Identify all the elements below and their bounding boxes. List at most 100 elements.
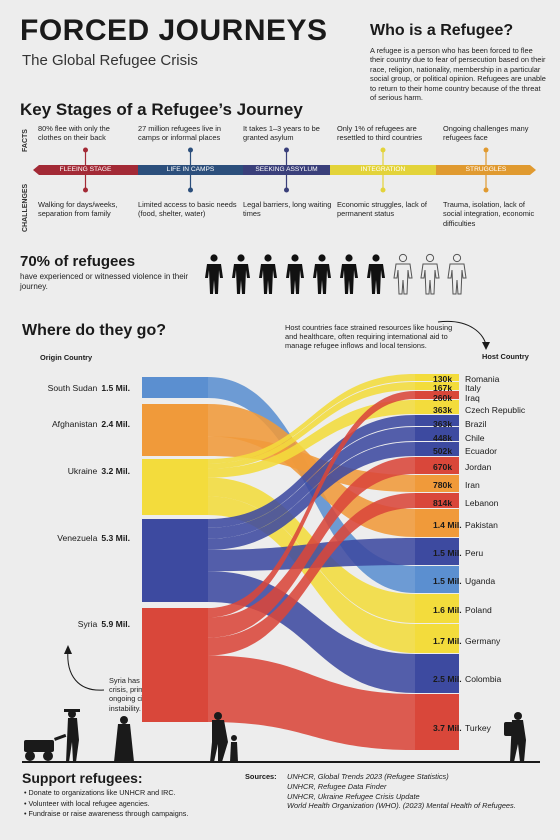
refugee-silhouettes xyxy=(22,709,540,763)
person-icon-outline xyxy=(420,253,440,295)
origin-header: Origin Country xyxy=(40,353,93,362)
stage-challenge: Walking for days/weeks, separation from … xyxy=(38,200,118,219)
violence-text: have experienced or witnessed violence i… xyxy=(20,272,189,291)
host-node xyxy=(415,427,459,441)
sankey-flow xyxy=(208,442,415,550)
timeline-dot xyxy=(380,147,386,153)
stage-challenge: Limited access to basic needs (food, she… xyxy=(138,200,237,219)
origin-label: Afghanistan 2.4 Mil. xyxy=(10,419,130,429)
person-icon-filled xyxy=(313,254,331,294)
host-name: Iraq xyxy=(465,393,480,403)
host-label: 260k Iraq xyxy=(433,393,480,403)
origin-label: Ukraine 3.2 Mil. xyxy=(10,466,130,476)
stage-challenge: Economic struggles, lack of permanent st… xyxy=(337,200,427,219)
host-node xyxy=(415,442,459,456)
host-name: Romania xyxy=(465,374,500,384)
sankey-flow xyxy=(208,391,415,618)
source-item: UNHCR, Ukraine Refugee Crisis Update xyxy=(287,791,420,801)
host-header: Host Country xyxy=(482,352,529,361)
stage-name: FLEEING STAGE xyxy=(59,166,112,173)
arrowhead-icon xyxy=(482,342,490,350)
stage-name: STRUGGLES xyxy=(465,166,507,173)
origin-name: Syria xyxy=(77,619,98,629)
sankey-flow xyxy=(208,493,415,656)
origin-name: Ukraine xyxy=(67,466,98,476)
timeline-dot xyxy=(83,187,88,193)
person-icon-filled xyxy=(205,254,223,294)
cart-silhouette xyxy=(24,733,67,761)
host-value: 363k xyxy=(433,405,453,415)
source-item: UNHCR, Refugee Data Finder xyxy=(287,781,387,791)
who-heading: Who is a Refugee? xyxy=(370,22,514,39)
origin-name: South Sudan xyxy=(47,383,98,393)
host-name: Pakistan xyxy=(465,520,498,530)
host-name: Iran xyxy=(465,480,480,490)
violence-stat: 70% of refugees xyxy=(20,253,135,270)
host-name: Czech Republic xyxy=(465,405,526,415)
host-label: 670k Jordan xyxy=(433,462,491,472)
host-label: 1.5 Mil. Uganda xyxy=(433,576,495,586)
host-node xyxy=(415,382,459,390)
arrowhead-icon xyxy=(64,645,72,654)
host-value: 1.6 Mil. xyxy=(433,605,462,615)
host-node xyxy=(415,594,459,623)
flows-heading: Where do they go? xyxy=(22,322,166,339)
origin-node xyxy=(142,404,208,456)
timeline-dot xyxy=(188,147,193,153)
host-name: Ecuador xyxy=(465,446,498,456)
host-value: 3.7 Mil. xyxy=(433,723,462,733)
host-label: 3.7 Mil. Turkey xyxy=(433,723,491,733)
timeline-dot xyxy=(284,187,289,193)
origin-value: 5.9 Mil. xyxy=(101,619,130,629)
origin-value: 1.5 Mil. xyxy=(101,383,130,393)
origin-label: Venezuela 5.3 Mil. xyxy=(10,533,130,543)
stage-name: LIFE IN CAMPS xyxy=(166,166,215,173)
sources-label: Sources: xyxy=(245,772,277,781)
arrow-icon xyxy=(437,320,487,347)
host-value: 780k xyxy=(433,480,453,490)
person-icon-filled xyxy=(340,254,358,294)
stage-fact: 27 million refugees live in camps or inf… xyxy=(138,124,221,143)
origin-label: Syria 5.9 Mil. xyxy=(10,619,130,629)
timeline-dot xyxy=(380,187,386,193)
person-icon-filled xyxy=(286,254,304,294)
host-value: 814k xyxy=(433,498,453,508)
host-label: 814k Lebanon xyxy=(433,498,498,508)
host-value: 130k xyxy=(433,374,453,384)
origin-node xyxy=(142,377,208,398)
sankey-flow xyxy=(208,374,415,464)
sankey-flow xyxy=(208,415,415,528)
host-name: Jordan xyxy=(465,462,492,472)
host-name: Colombia xyxy=(465,674,502,684)
host-node xyxy=(415,415,459,426)
host-value: 1.7 Mil. xyxy=(433,636,462,646)
host-node xyxy=(415,374,459,381)
person-icon-filled xyxy=(232,254,250,294)
stage-challenge: Legal barriers, long waiting times xyxy=(243,200,332,219)
walker-silhouette-2 xyxy=(114,716,134,762)
origin-name: Venezuela xyxy=(57,533,98,543)
stage-fact: 80% flee with only the clothes on their … xyxy=(38,124,110,143)
timeline-dot xyxy=(83,147,88,153)
sankey-flow xyxy=(208,457,415,638)
origin-node xyxy=(142,459,208,515)
host-value: 1.5 Mil. xyxy=(433,576,462,586)
stage-fact: It takes 1–3 years to be granted asylum xyxy=(243,124,320,143)
host-note: Host countries face strained resources l… xyxy=(285,323,453,351)
host-name: Turkey xyxy=(465,723,491,733)
source-item: UNHCR, Global Trends 2023 (Refugee Stati… xyxy=(287,772,449,781)
origin-label: South Sudan 1.5 Mil. xyxy=(10,383,130,393)
sankey-flow xyxy=(208,427,415,539)
stages-heading: Key Stages of a Refugee’s Journey xyxy=(20,100,303,119)
support-heading: Support refugees: xyxy=(22,770,143,786)
host-value: 670k xyxy=(433,462,453,472)
people-icons xyxy=(205,253,467,295)
backpacker-silhouette xyxy=(504,712,526,762)
origin-name: Afghanistan xyxy=(51,419,98,429)
host-value: 1.5 Mil. xyxy=(433,548,462,558)
host-label: 502k Ecuador xyxy=(433,446,497,456)
stage-name: INTEGRATION xyxy=(360,166,406,173)
person-icon-outline xyxy=(393,253,413,295)
host-value: 1.4 Mil. xyxy=(433,520,462,530)
host-value: 448k xyxy=(433,433,453,443)
